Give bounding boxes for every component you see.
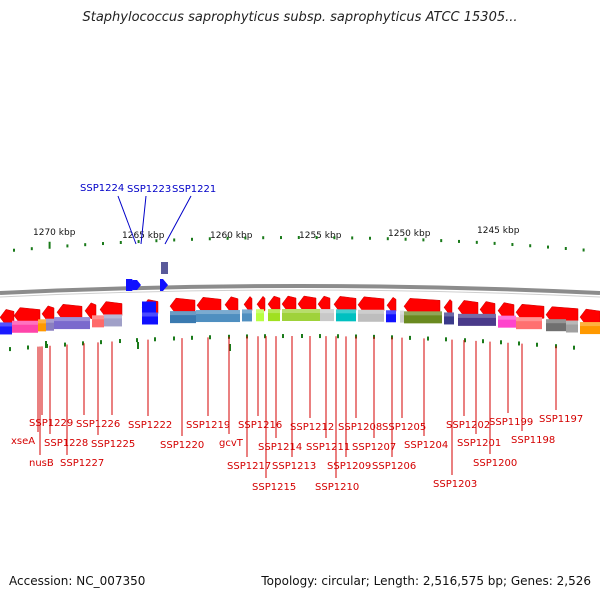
gene-label-ssp1208: SSP1208 xyxy=(338,422,382,433)
gene-label-ssp1204: SSP1204 xyxy=(404,440,448,451)
cog-segment xyxy=(546,319,566,332)
gene-arrow xyxy=(142,301,156,314)
gene-label-ssp1219: SSP1219 xyxy=(186,420,230,431)
cog-segment xyxy=(458,313,496,326)
cog-segment xyxy=(566,320,578,333)
gene-label-ssp1213: SSP1213 xyxy=(272,461,316,472)
cog-segment xyxy=(170,311,196,324)
upper-label-ssp1223: SSP1223 xyxy=(127,184,171,195)
feature-block xyxy=(161,262,168,274)
gene-label-ssp1199: SSP1199 xyxy=(489,417,533,428)
scale-label: 1260 kbp xyxy=(210,231,253,241)
cog-segment xyxy=(12,320,38,333)
cog-segment xyxy=(400,310,404,323)
cog-segment xyxy=(404,311,442,324)
cog-segment xyxy=(444,312,454,325)
scale-label: 1255 kbp xyxy=(299,231,342,241)
gene-label-ssp1226: SSP1226 xyxy=(76,419,120,430)
cog-segment xyxy=(516,317,542,330)
cog-segment xyxy=(256,309,264,322)
cog-segment xyxy=(282,309,320,322)
gene-label-ssp1206: SSP1206 xyxy=(372,461,416,472)
gene-label-ssp1210: SSP1210 xyxy=(315,482,359,493)
gene-label-ssp1211: SSP1211 xyxy=(306,442,350,453)
upper-features: SSP1224 SSP1223 SSP1221 xyxy=(80,183,216,291)
cog-segment xyxy=(242,309,252,322)
gene-label-nusb: nusB xyxy=(29,458,54,469)
scale-label: 1270 kbp xyxy=(33,228,76,238)
cog-segment xyxy=(104,314,122,327)
scale-label: 1265 kbp xyxy=(122,231,165,241)
scale-label: 1245 kbp xyxy=(477,226,520,236)
gene-label-ssp1205: SSP1205 xyxy=(382,422,426,433)
cog-segment xyxy=(46,318,54,331)
cog-segment xyxy=(54,317,90,330)
gene-label-xsea: xseA xyxy=(11,436,35,447)
genome-backbone xyxy=(0,284,600,295)
cog-color-band xyxy=(0,309,600,335)
gene-label-ssp1198: SSP1198 xyxy=(511,435,555,446)
scale-axis: 1270 kbp 1265 kbp 1260 kbp 1255 kbp 1250… xyxy=(33,226,520,241)
gene-label-ssp1217: SSP1217 xyxy=(227,461,271,472)
cog-segment xyxy=(336,309,356,322)
feature-ticks xyxy=(9,334,575,352)
cog-segment xyxy=(580,322,600,335)
gene-label-ssp1207: SSP1207 xyxy=(352,442,396,453)
cog-segment xyxy=(268,309,280,322)
gene-label-ssp1214: SSP1214 xyxy=(258,442,302,453)
gene-label-ssp1220: SSP1220 xyxy=(160,440,204,451)
gene-arrows xyxy=(0,295,600,326)
gene-label-ssp1203: SSP1203 xyxy=(433,479,477,490)
upper-label-ssp1224: SSP1224 xyxy=(80,183,124,194)
cog-segment xyxy=(320,309,334,322)
gene-label-ssp1227: SSP1227 xyxy=(60,458,104,469)
gene-label-gcvt: gcvT xyxy=(219,438,244,449)
cog-segment xyxy=(38,319,46,332)
cog-segment xyxy=(386,310,396,323)
scale-label: 1250 kbp xyxy=(388,229,431,239)
genome-summary: Topology: circular; Length: 2,516,575 bp… xyxy=(261,574,591,588)
cog-segment xyxy=(196,310,240,323)
gene-label-ssp1209: SSP1209 xyxy=(327,461,371,472)
gene-label-ssp1216: SSP1216 xyxy=(238,420,282,431)
scale-ticks xyxy=(13,236,585,252)
gene-label-ssp1197: SSP1197 xyxy=(539,414,583,425)
gene-label-ssp1201: SSP1201 xyxy=(457,438,501,449)
gene-label-ssp1228: SSP1228 xyxy=(44,438,88,449)
upper-label-ssp1221: SSP1221 xyxy=(172,184,216,195)
cog-segment xyxy=(358,309,384,322)
gene-label-ssp1229: SSP1229 xyxy=(29,418,73,429)
cog-segment xyxy=(0,322,12,335)
cog-segment xyxy=(92,315,104,328)
cog-segment xyxy=(142,312,158,325)
gene-arrow-ssp1223 xyxy=(133,280,141,290)
gene-label-ssp1212: SSP1212 xyxy=(290,422,334,433)
gene-label-ssp1200: SSP1200 xyxy=(473,458,517,469)
gene-labels: SSP1229 xseA nusB SSP1228 SSP1227 SSP122… xyxy=(11,414,583,493)
gene-label-ssp1202: SSP1202 xyxy=(446,420,490,431)
accession-text: Accession: NC_007350 xyxy=(9,574,146,588)
gene-leader-lines xyxy=(37,336,557,478)
map-title: Staphylococcus saprophyticus subsp. sapr… xyxy=(82,10,518,25)
cog-segment xyxy=(498,315,516,328)
gene-label-ssp1222: SSP1222 xyxy=(128,420,172,431)
gene-label-ssp1225: SSP1225 xyxy=(91,439,135,450)
gene-arrow-ssp1221 xyxy=(160,279,168,291)
gene-label-ssp1215: SSP1215 xyxy=(252,482,296,493)
